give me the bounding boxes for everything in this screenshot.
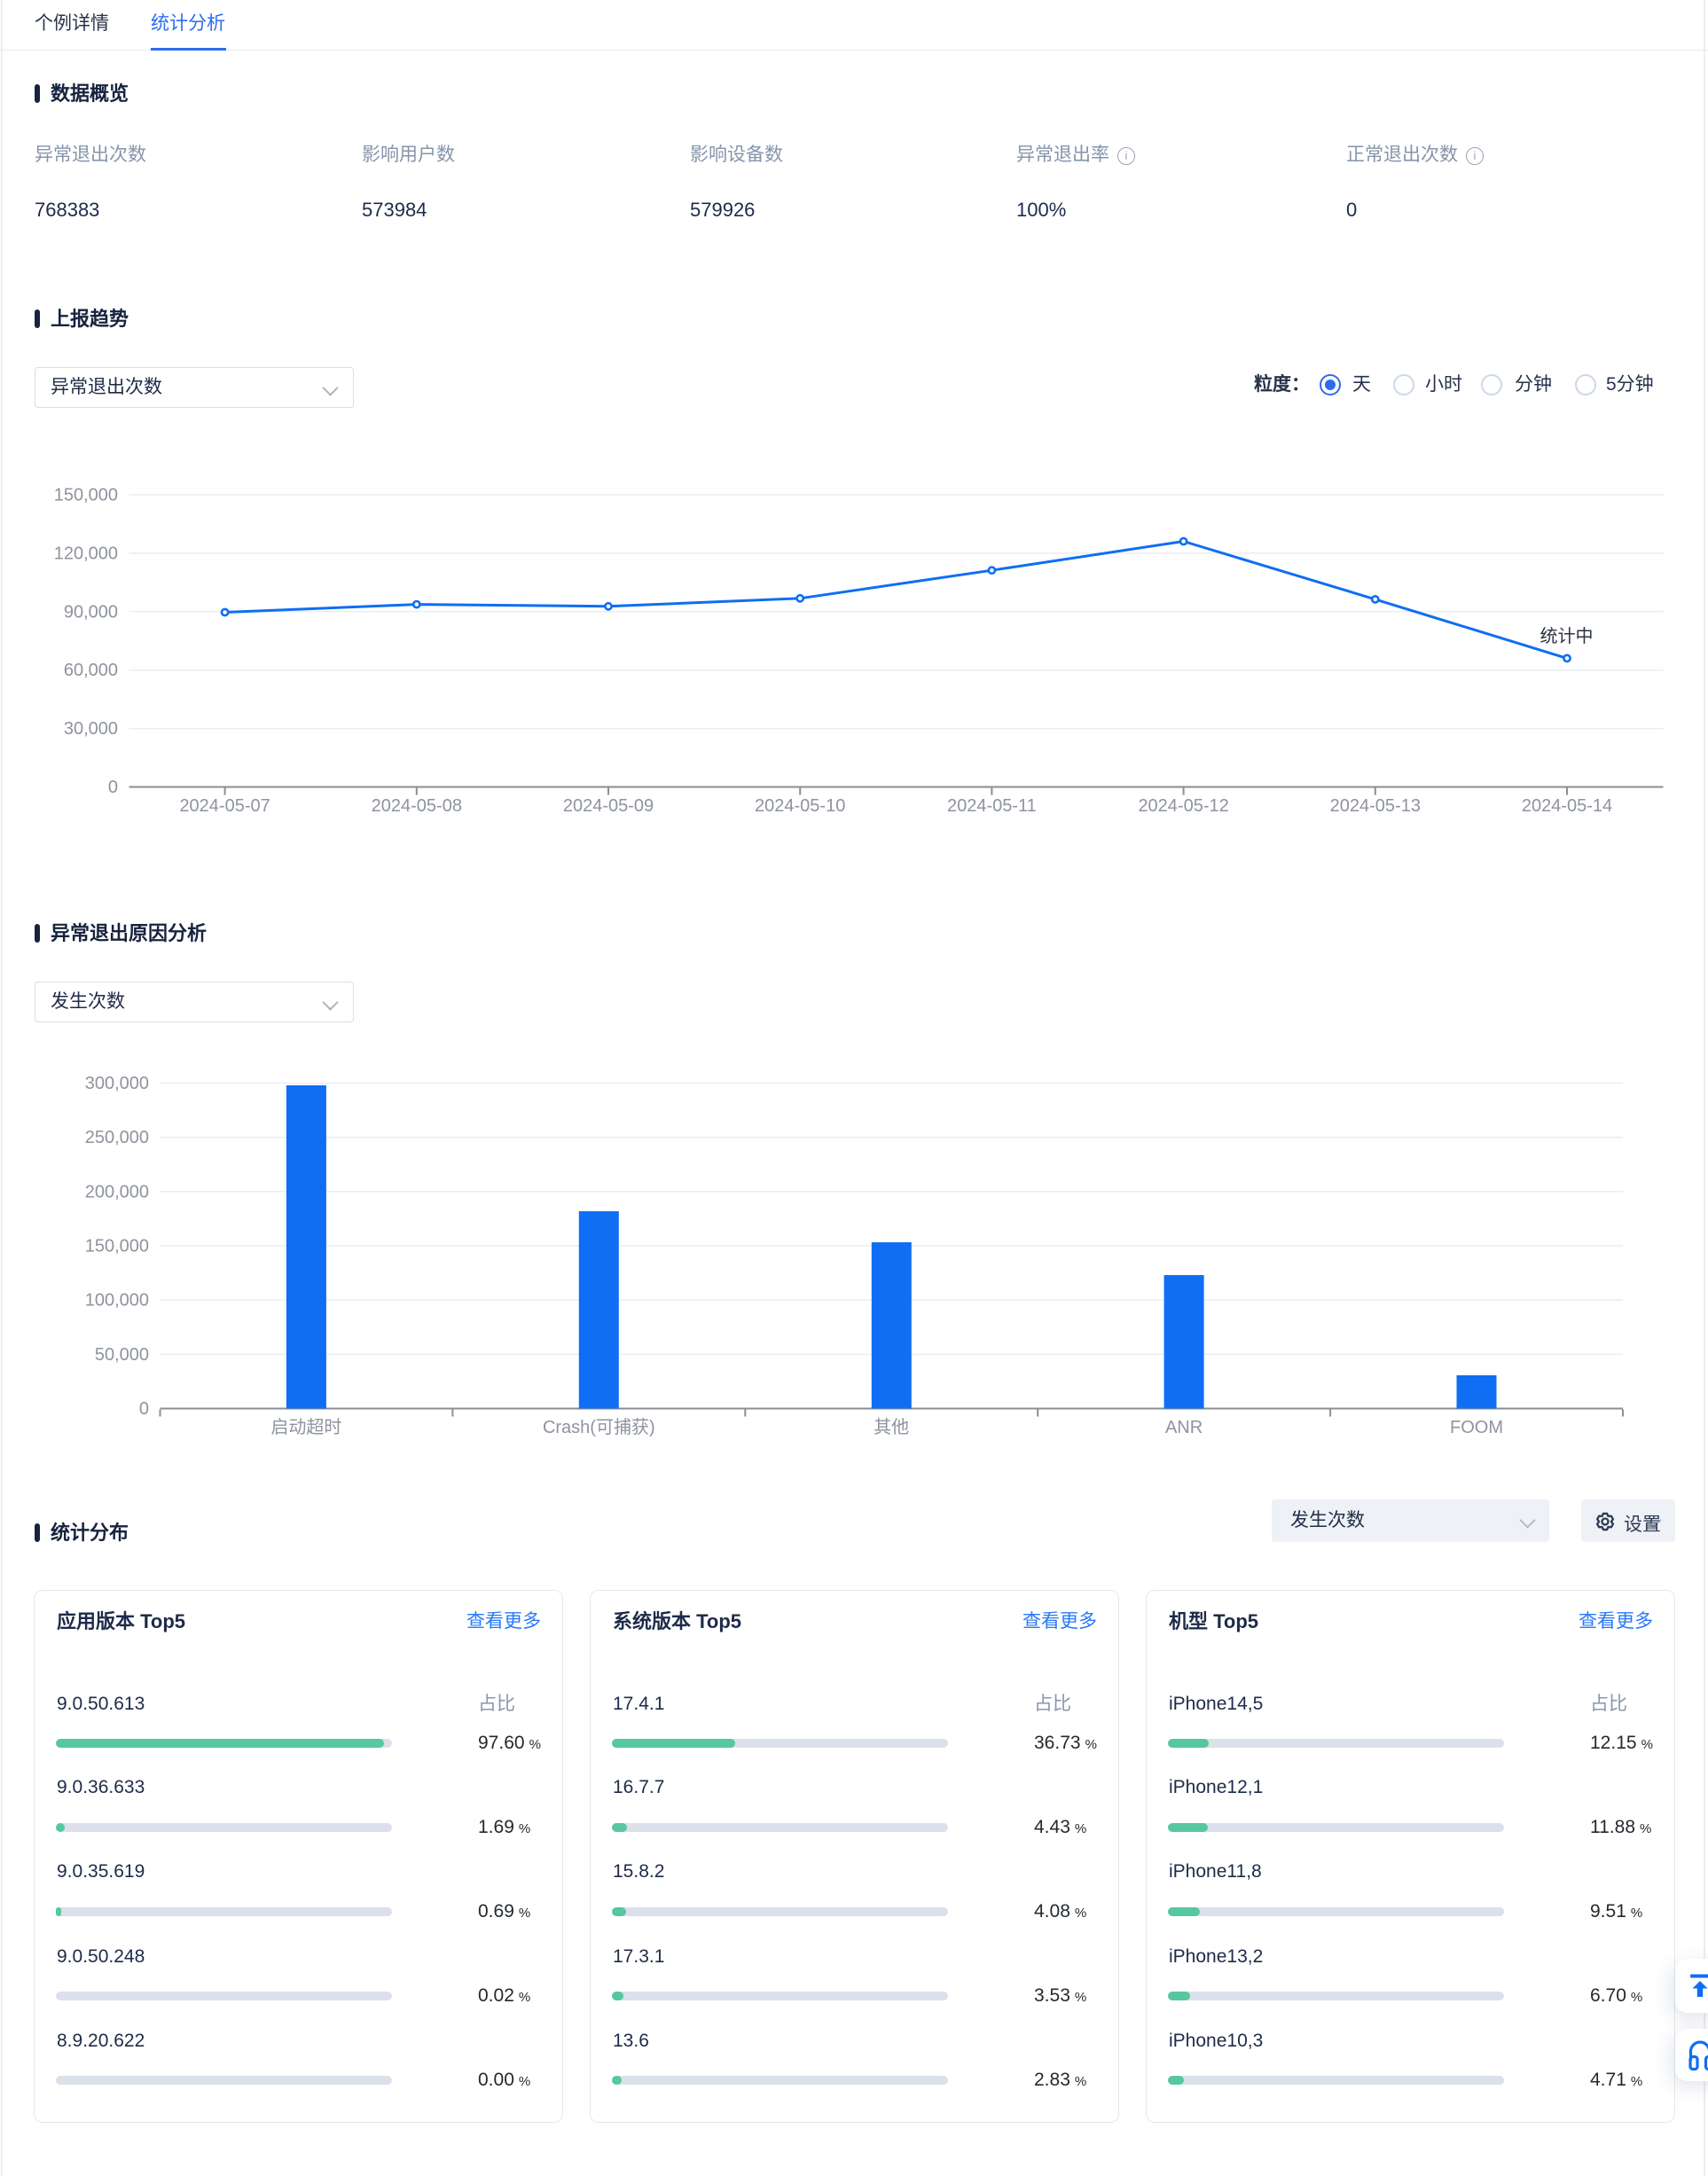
svg-text:100,000: 100,000 <box>85 1291 149 1311</box>
svg-text:150,000: 150,000 <box>54 486 118 505</box>
svg-text:50,000: 50,000 <box>95 1345 149 1365</box>
svg-text:2024-05-14: 2024-05-14 <box>1522 796 1612 816</box>
svg-text:启动超时: 启动超时 <box>270 1417 341 1437</box>
svg-text:Crash(可捕获): Crash(可捕获) <box>543 1417 655 1437</box>
svg-text:2024-05-07: 2024-05-07 <box>179 796 270 816</box>
svg-text:2024-05-08: 2024-05-08 <box>372 796 462 816</box>
svg-text:2024-05-11: 2024-05-11 <box>947 796 1037 816</box>
svg-text:0: 0 <box>108 778 118 797</box>
svg-text:120,000: 120,000 <box>54 544 118 563</box>
svg-text:60,000: 60,000 <box>64 661 118 680</box>
svg-text:250,000: 250,000 <box>85 1128 149 1147</box>
svg-text:90,000: 90,000 <box>64 602 118 622</box>
svg-text:2024-05-10: 2024-05-10 <box>755 796 845 816</box>
svg-text:ANR: ANR <box>1165 1418 1203 1437</box>
svg-text:2024-05-13: 2024-05-13 <box>1330 796 1421 816</box>
svg-text:FOOM: FOOM <box>1450 1418 1503 1437</box>
svg-text:统计中: 统计中 <box>1540 626 1594 646</box>
svg-text:200,000: 200,000 <box>85 1182 149 1201</box>
svg-text:30,000: 30,000 <box>64 719 118 739</box>
svg-text:2024-05-12: 2024-05-12 <box>1138 796 1228 816</box>
svg-text:2024-05-09: 2024-05-09 <box>563 796 654 816</box>
svg-text:0: 0 <box>139 1399 149 1419</box>
svg-text:其他: 其他 <box>874 1417 909 1437</box>
svg-text:300,000: 300,000 <box>85 1074 149 1093</box>
svg-text:150,000: 150,000 <box>85 1237 149 1256</box>
